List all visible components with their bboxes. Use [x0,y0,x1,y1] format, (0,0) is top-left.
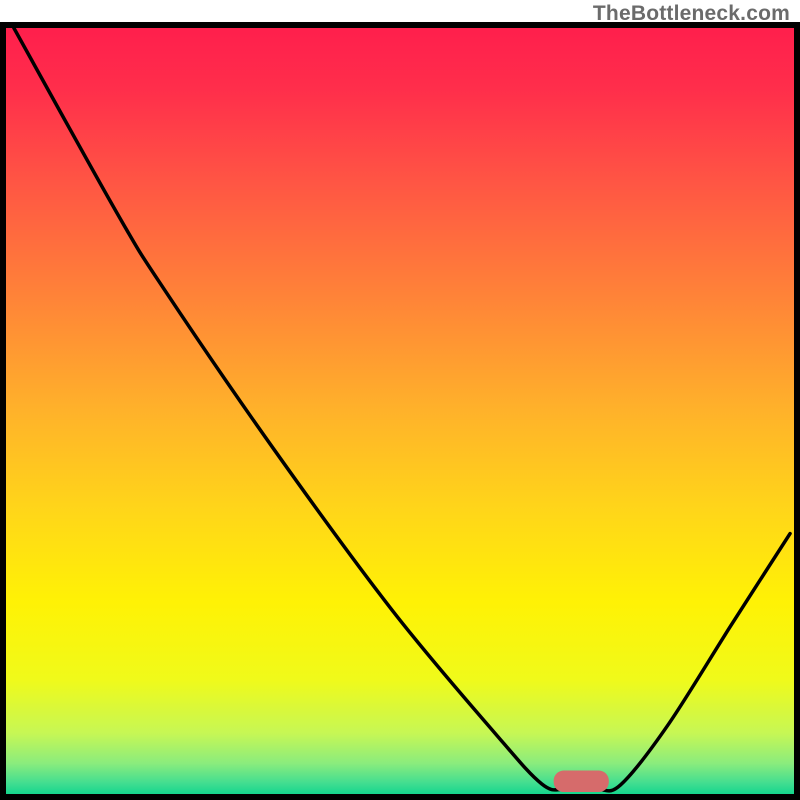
optimum-marker [554,771,609,792]
watermark-text: TheBottleneck.com [593,2,790,26]
chart-container: TheBottleneck.com [0,0,800,800]
bottleneck-chart [0,0,800,800]
gradient-background [6,28,794,794]
